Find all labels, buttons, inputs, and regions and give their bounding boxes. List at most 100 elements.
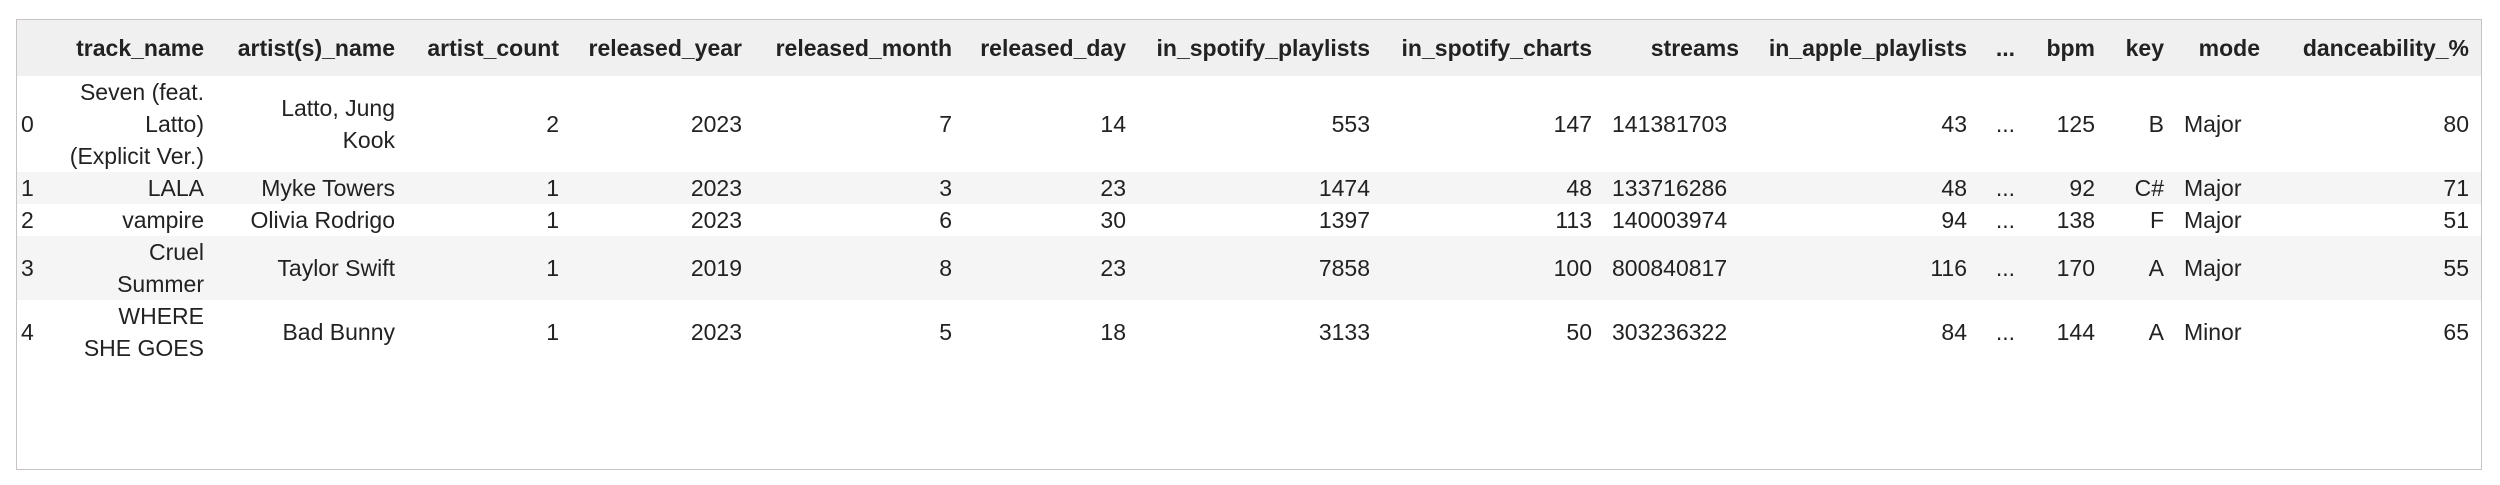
table-cell: 7858	[1318, 255, 1370, 281]
index-header	[17, 20, 57, 76]
table-cell: 1	[546, 319, 559, 345]
table-cell: 50	[1566, 319, 1592, 345]
row-index: 0	[21, 111, 34, 137]
table-cell: 65	[2443, 319, 2469, 345]
row-index: 4	[21, 319, 34, 345]
table-cell: Major	[2184, 111, 2242, 137]
table-cell: A	[2148, 255, 2164, 281]
table-cell: ...	[1995, 111, 2015, 137]
row-index: 2	[21, 207, 34, 233]
table-cell: 23	[1100, 175, 1126, 201]
table-cell: 125	[2056, 111, 2095, 137]
column-header: ...	[1995, 35, 2015, 61]
table-cell: Bad Bunny	[282, 319, 395, 345]
table-cell: 113	[1555, 207, 1592, 233]
table-cell: ...	[1995, 175, 2015, 201]
table-body: 0 Seven (feat. Latto) (Explicit Ver.) Latt…	[17, 76, 2481, 364]
table-cell: 6	[939, 207, 952, 233]
table-cell: 92	[2069, 175, 2095, 201]
table-cell: 14	[1100, 111, 1126, 137]
table-cell: F	[2149, 207, 2164, 233]
table-cell: Latto, Jung Kook	[281, 95, 395, 153]
table-row: 0 Seven (feat. Latto) (Explicit Ver.) Latt…	[17, 76, 2481, 172]
column-header: in_apple_playlists	[1768, 35, 1967, 61]
row-index: 1	[21, 175, 34, 201]
row-index: 3	[21, 255, 34, 281]
table-cell: Minor	[2184, 319, 2242, 345]
column-header: released_year	[588, 35, 742, 61]
column-header: bpm	[2046, 35, 2095, 61]
table-cell: 147	[1553, 111, 1592, 137]
table-cell: 80	[2443, 111, 2469, 137]
table-cell: 553	[1331, 111, 1370, 137]
table-cell: Taylor Swift	[277, 255, 395, 281]
table-cell: 71	[2443, 175, 2469, 201]
column-header: streams	[1650, 35, 1739, 61]
column-header: artist(s)_name	[237, 35, 395, 61]
table-cell: 3	[939, 175, 952, 201]
table-cell: 141381703	[1612, 111, 1728, 137]
table-cell: 116	[1930, 255, 1967, 281]
table-cell: A	[2148, 319, 2164, 345]
table-cell: 1	[546, 255, 559, 281]
table-cell: ...	[1995, 207, 2015, 233]
table-row: 3 Cruel Summer Taylor Swift 1 2019 8 23 7858 100…	[17, 236, 2481, 300]
table-cell: 23	[1100, 255, 1126, 281]
column-header: track_name	[76, 35, 204, 61]
table-cell: 48	[1941, 175, 1967, 201]
table-cell: 133716286	[1612, 175, 1728, 201]
column-header: artist_count	[427, 35, 559, 61]
table-cell: Myke Towers	[261, 175, 395, 201]
table-cell: 8	[939, 255, 952, 281]
table-cell: 138	[2056, 207, 2095, 233]
table-cell: Seven (feat. Latto) (Explicit Ver.)	[69, 79, 204, 169]
table-cell: B	[2148, 111, 2164, 137]
header-row: track_name artist(s)_name artist_count rele…	[17, 20, 2481, 76]
table-cell: 2	[546, 111, 559, 137]
dataframe: track_name artist(s)_name artist_count rele…	[16, 19, 2482, 470]
table-cell: 800840817	[1612, 255, 1728, 281]
table-cell: C#	[2134, 175, 2164, 201]
table-cell: 2019	[690, 255, 742, 281]
table-cell: 2023	[690, 175, 742, 201]
table-cell: Major	[2184, 255, 2242, 281]
table-cell: 18	[1100, 319, 1126, 345]
table-cell: 2023	[690, 207, 742, 233]
table-cell: 43	[1941, 111, 1967, 137]
table-cell: ...	[1995, 319, 2015, 345]
table-cell: WHERE SHE GOES	[83, 303, 204, 361]
table-cell: 1	[546, 175, 559, 201]
table-cell: 55	[2443, 255, 2469, 281]
column-header: key	[2125, 35, 2164, 61]
table-cell: 170	[2056, 255, 2095, 281]
table-cell: Major	[2184, 175, 2242, 201]
table-cell: vampire	[122, 207, 204, 233]
table-cell: Cruel Summer	[117, 239, 204, 297]
column-header: in_spotify_charts	[1401, 35, 1592, 61]
table-cell: Olivia Rodrigo	[250, 207, 395, 233]
table-cell: 3133	[1318, 319, 1370, 345]
table-cell: 30	[1100, 207, 1126, 233]
table-cell: Major	[2184, 207, 2242, 233]
table-row: 1 LALA Myke Towers 1 2023 3 23 1474 48 133716286 4…	[17, 172, 2481, 204]
column-header: mode	[2198, 35, 2260, 61]
table-cell: 303236322	[1612, 319, 1728, 345]
table-cell: 144	[2056, 319, 2095, 345]
table-cell: 2023	[690, 319, 742, 345]
table-cell: 7	[939, 111, 952, 137]
table-cell: 5	[939, 319, 952, 345]
column-header: danceability_%	[2302, 35, 2469, 61]
table-row: 4 WHERE SHE GOES Bad Bunny 1 2023 5 18 3133 50 30…	[17, 300, 2481, 364]
column-header: in_spotify_playlists	[1156, 35, 1370, 61]
table-cell: 1397	[1318, 207, 1370, 233]
table-cell: 48	[1566, 175, 1592, 201]
column-header: released_day	[980, 35, 1126, 61]
table-cell: 1474	[1318, 175, 1370, 201]
table-cell: 84	[1941, 319, 1967, 345]
table-cell: LALA	[147, 175, 204, 201]
table-cell: 100	[1553, 255, 1592, 281]
column-header: released_month	[775, 35, 952, 61]
table-row: 2 vampire Olivia Rodrigo 1 2023 6 30 1397 113 140…	[17, 204, 2481, 236]
table-cell: 94	[1941, 207, 1967, 233]
